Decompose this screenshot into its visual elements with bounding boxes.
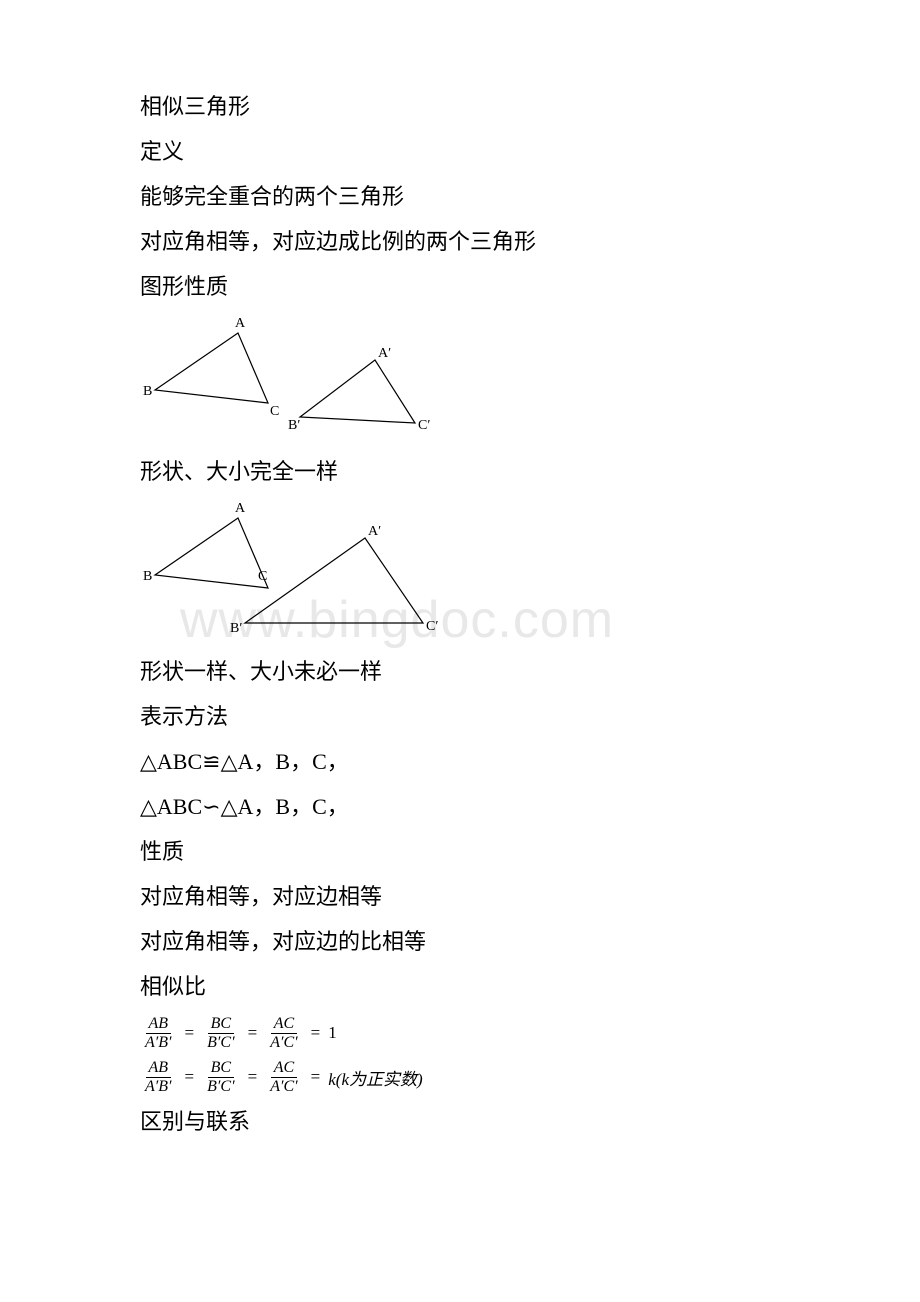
- frac-num: AB: [146, 1015, 172, 1034]
- text-congruent-notation: △ABC≌△A，B，C，: [140, 745, 780, 778]
- fraction-1a: AB A′B′: [142, 1015, 175, 1051]
- fraction-2a: AB A′B′: [142, 1059, 175, 1095]
- frac-num: BC: [208, 1015, 234, 1034]
- svg-text:A: A: [235, 316, 246, 331]
- text-similar-notation: △ABC∽△A，B，C，: [140, 790, 780, 823]
- diagram-similar-triangles: A B C A′ B′ C′: [140, 500, 780, 640]
- equals-sign: =: [248, 1067, 258, 1087]
- heading-definition: 定义: [140, 135, 780, 168]
- svg-text:C: C: [270, 404, 279, 419]
- heading-properties: 性质: [140, 835, 780, 868]
- text-prop-congruent: 对应角相等，对应边相等: [140, 880, 780, 913]
- text-same-shape-diff-size: 形状一样、大小未必一样: [140, 655, 780, 688]
- svg-text:A: A: [235, 501, 246, 516]
- heading-ratio: 相似比: [140, 970, 780, 1003]
- text-definition-congruent: 能够完全重合的两个三角形: [140, 180, 780, 213]
- frac-num: AC: [271, 1015, 297, 1034]
- svg-text:A′: A′: [378, 346, 391, 361]
- frac-num: AC: [271, 1059, 297, 1078]
- text-prop-similar: 对应角相等，对应边的比相等: [140, 925, 780, 958]
- equals-sign: =: [185, 1023, 195, 1043]
- fraction-2c: AC A′C′: [267, 1059, 300, 1095]
- text-definition-similar: 对应角相等，对应边成比例的两个三角形: [140, 225, 780, 258]
- text-same-shape-size: 形状、大小完全一样: [140, 455, 780, 488]
- svg-text:C: C: [258, 569, 267, 584]
- frac-den: B′C′: [204, 1078, 237, 1096]
- equals-sign: =: [311, 1023, 321, 1043]
- equals-sign: =: [311, 1067, 321, 1087]
- frac-den: A′B′: [142, 1078, 175, 1096]
- heading-figure-properties: 图形性质: [140, 270, 780, 303]
- svg-text:C′: C′: [426, 619, 438, 634]
- frac-den: A′C′: [267, 1034, 300, 1052]
- heading-notation: 表示方法: [140, 700, 780, 733]
- svg-text:B: B: [143, 384, 152, 399]
- svg-text:B: B: [143, 569, 152, 584]
- formula-ratio-2: AB A′B′ = BC B′C′ = AC A′C′ = k(k为正实数): [140, 1059, 780, 1095]
- equals-sign: =: [185, 1067, 195, 1087]
- svg-text:B′: B′: [288, 418, 300, 433]
- svg-text:A′: A′: [368, 524, 381, 539]
- frac-den: A′C′: [267, 1078, 300, 1096]
- svg-text:C′: C′: [418, 418, 430, 433]
- fraction-1b: BC B′C′: [204, 1015, 237, 1051]
- document-content: 相似三角形 定义 能够完全重合的两个三角形 对应角相等，对应边成比例的两个三角形…: [140, 90, 780, 1138]
- formula-rhs: 1: [328, 1023, 337, 1043]
- frac-num: AB: [146, 1059, 172, 1078]
- frac-den: B′C′: [204, 1034, 237, 1052]
- fraction-1c: AC A′C′: [267, 1015, 300, 1051]
- fraction-2b: BC B′C′: [204, 1059, 237, 1095]
- svg-text:B′: B′: [230, 621, 242, 635]
- formula-rhs: k(k为正实数): [328, 1065, 422, 1090]
- heading-similar-triangles: 相似三角形: [140, 90, 780, 123]
- formula-ratio-1: AB A′B′ = BC B′C′ = AC A′C′ = 1: [140, 1015, 780, 1051]
- frac-den: A′B′: [142, 1034, 175, 1052]
- heading-difference-relation: 区别与联系: [140, 1105, 780, 1138]
- equals-sign: =: [248, 1023, 258, 1043]
- diagram-congruent-triangles: A B C A′ B′ C′: [140, 315, 780, 440]
- frac-num: BC: [208, 1059, 234, 1078]
